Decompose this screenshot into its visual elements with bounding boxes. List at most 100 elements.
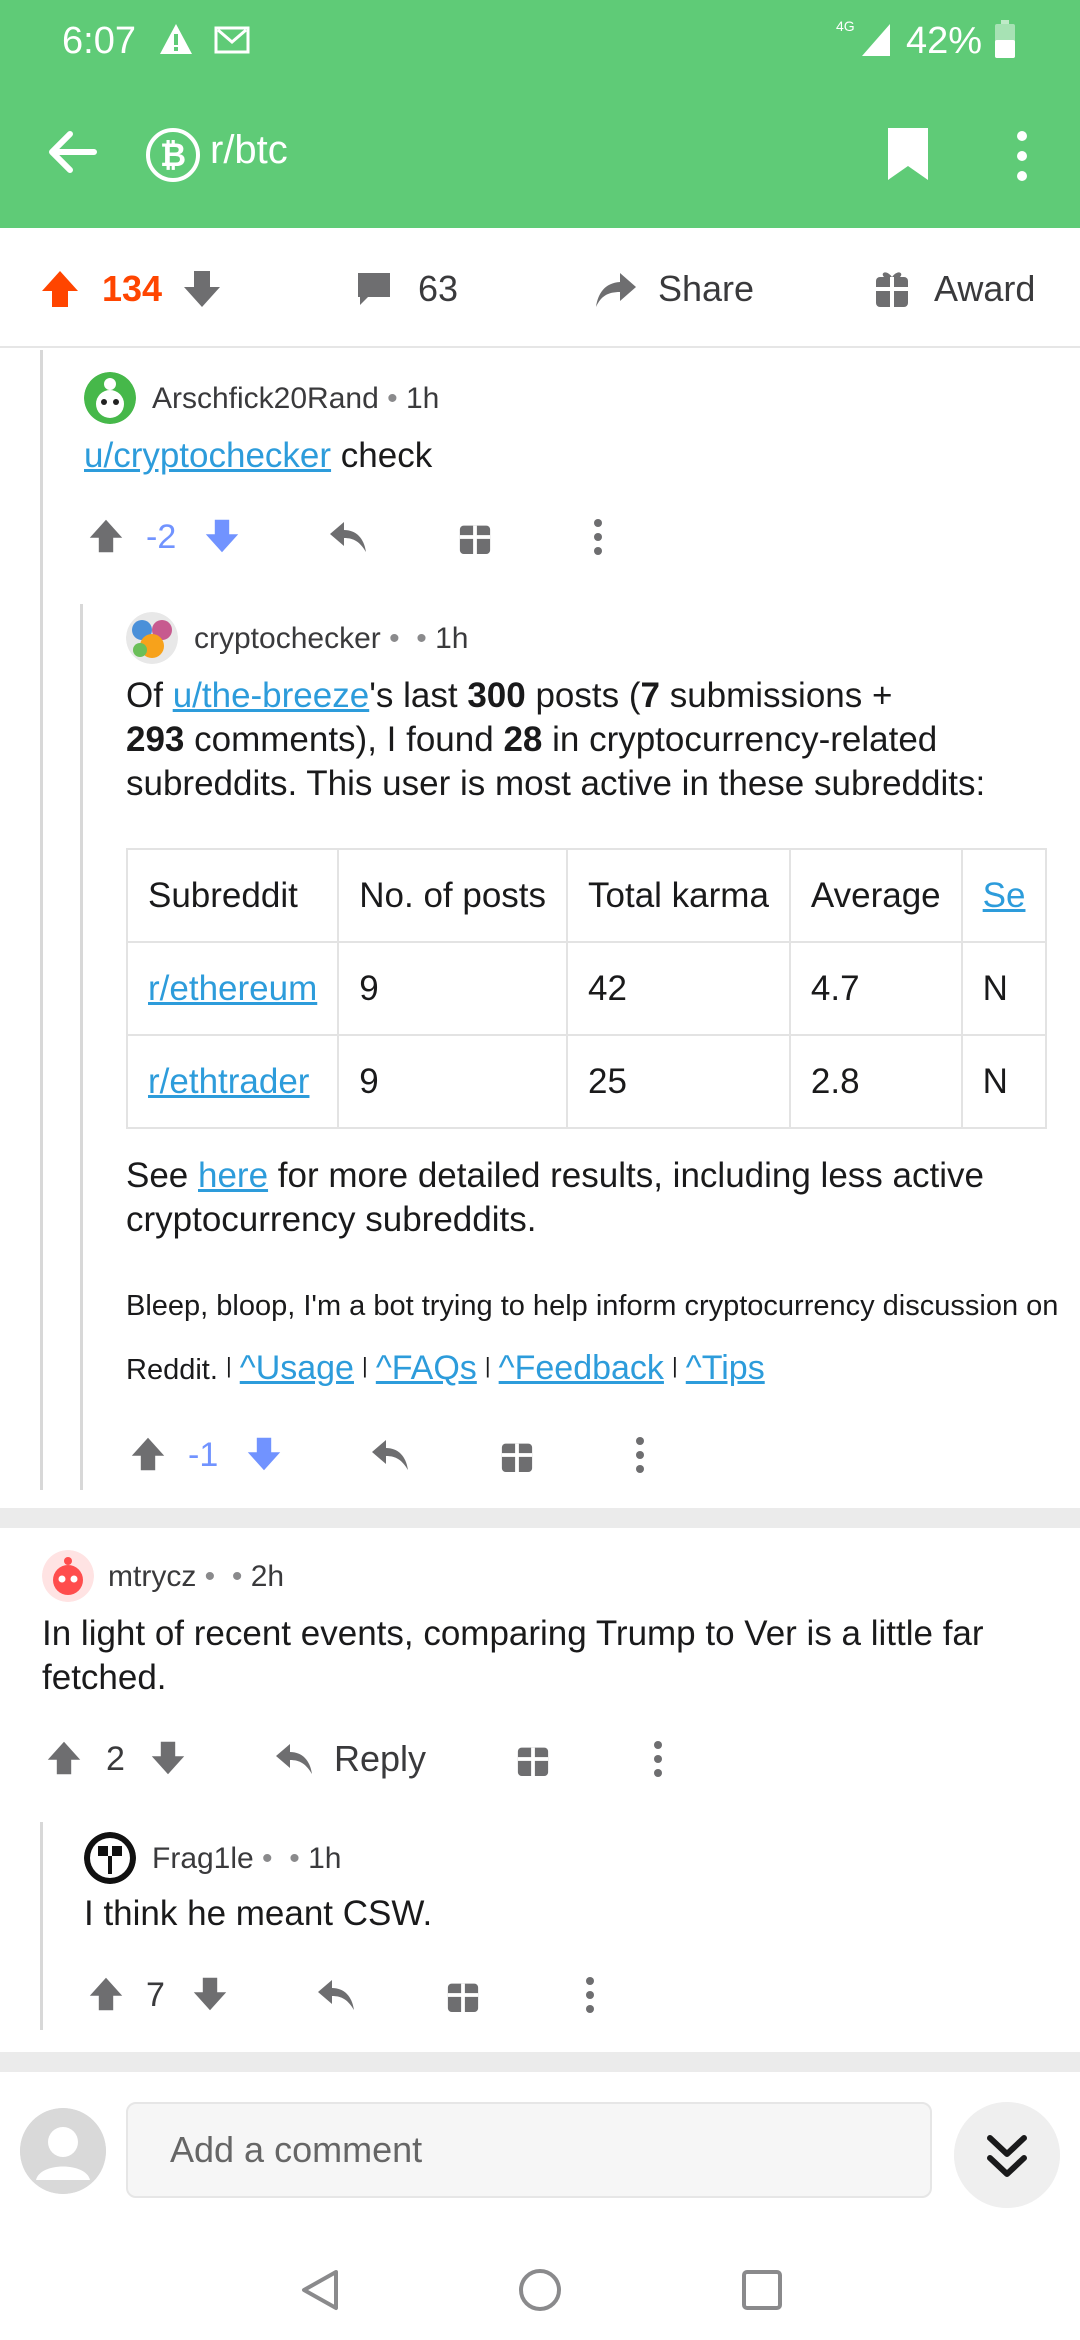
table-cell: 9	[337, 941, 569, 1036]
post-vote-group: 134	[40, 264, 222, 314]
upvote-icon[interactable]	[130, 1436, 166, 1472]
feedback-link[interactable]: ^Feedback	[498, 1349, 664, 1387]
thread-line[interactable]	[80, 604, 83, 1490]
table-cell: 4.7	[788, 941, 963, 1036]
table-cell: 25	[566, 1034, 791, 1129]
gift-icon[interactable]	[446, 1976, 480, 2014]
thread-line[interactable]	[40, 1822, 43, 2030]
reply-icon[interactable]	[370, 1438, 410, 1472]
user-mention-link[interactable]: u/the-breeze	[172, 676, 370, 715]
comment-score: -1	[188, 1436, 219, 1474]
upvote-icon[interactable]	[88, 518, 124, 554]
downvote-icon[interactable]	[150, 1740, 186, 1776]
body-line: subreddits. This user is most active in …	[126, 764, 986, 803]
more-options-icon[interactable]	[584, 1976, 596, 2014]
warning-icon	[160, 24, 192, 54]
upvote-icon[interactable]	[40, 269, 80, 309]
nav-back-icon[interactable]	[300, 2268, 340, 2312]
share-button[interactable]: Share	[594, 264, 754, 314]
gift-icon[interactable]	[516, 1740, 550, 1778]
gift-icon[interactable]	[500, 1436, 534, 1474]
nav-home-icon[interactable]	[518, 2268, 562, 2312]
comment-actions: -2	[84, 512, 644, 562]
current-user-avatar[interactable]	[20, 2108, 106, 2194]
reply-icon[interactable]	[328, 520, 368, 554]
comment-bubble-icon	[358, 273, 390, 305]
usage-link[interactable]: ^Usage	[239, 1349, 354, 1387]
comment-actions: 2 Reply	[42, 1734, 682, 1784]
comment-body: u/cryptochecker check	[84, 436, 433, 475]
user-avatar	[42, 1550, 94, 1602]
subreddit-name[interactable]: r/btc	[210, 128, 288, 172]
gift-icon[interactable]	[458, 518, 492, 556]
user-mention-link[interactable]: u/cryptochecker	[84, 436, 332, 475]
upvote-icon[interactable]	[88, 1976, 124, 2012]
thread-line[interactable]	[40, 350, 43, 1490]
table-row: r/ethtrader 9 25 2.8 N	[126, 1034, 1048, 1129]
post-action-bar: 134 63 Share Award	[0, 228, 1080, 348]
comment-author[interactable]: Arschfick20Rand	[152, 382, 379, 415]
table-header: Average	[788, 848, 963, 943]
more-options-icon[interactable]	[634, 1436, 646, 1474]
comment-body: In light of recent events, comparing Tru…	[42, 1612, 1062, 1700]
comment-actions: -1	[126, 1430, 686, 1480]
table-header: No. of posts	[337, 848, 569, 943]
bot-line: Bleep, bloop, I'm a bot trying to help i…	[126, 1290, 1059, 1322]
table-header[interactable]: Se	[960, 848, 1048, 943]
table-row: r/ethereum 9 42 4.7 N	[126, 941, 1048, 1036]
comment-author[interactable]: cryptochecker	[194, 622, 381, 655]
comment-score: 7	[146, 1976, 165, 2014]
bot-disclaimer: Bleep, bloop, I'm a bot trying to help i…	[126, 1276, 1066, 1400]
subreddit-link[interactable]: r/ethereum	[126, 941, 340, 1036]
body-line: fetched.	[42, 1658, 167, 1697]
faqs-link[interactable]: ^FAQs	[375, 1349, 477, 1387]
results-link[interactable]: here	[198, 1156, 269, 1195]
tips-link[interactable]: ^Tips	[685, 1349, 765, 1387]
bot-line: Reddit. | ^Usage | ^FAQs | ^Feedback | ^…	[126, 1349, 765, 1387]
comment-meta: Arschfick20Rand • 1h	[152, 382, 440, 415]
results-table-container[interactable]: Subreddit No. of posts Total karma Avera…	[126, 848, 1060, 1132]
nav-recents-icon[interactable]	[740, 2268, 784, 2312]
body-line: See here for more detailed results, incl…	[126, 1156, 984, 1195]
thread-divider	[0, 1508, 1080, 1528]
comment-composer	[0, 2078, 1080, 2228]
thread-divider	[0, 2052, 1080, 2072]
comment-author[interactable]: mtrycz	[108, 1560, 197, 1593]
award-button[interactable]: Award	[874, 264, 1035, 314]
comment-meta: cryptochecker • • 1h	[194, 622, 469, 655]
downvote-icon[interactable]	[204, 518, 240, 554]
more-options-icon[interactable]	[1010, 128, 1034, 184]
subreddit-link[interactable]: r/ethtrader	[126, 1034, 340, 1129]
comments-count: 63	[418, 268, 459, 309]
reply-icon[interactable]	[316, 1978, 356, 2012]
share-arrow-icon	[596, 273, 636, 307]
reply-label: Reply	[334, 1738, 427, 1779]
downvote-icon[interactable]	[246, 1436, 282, 1472]
comment-time: 2h	[250, 1560, 285, 1593]
system-nav-bar	[0, 2228, 1080, 2340]
comments-count-button[interactable]: 63	[354, 264, 458, 314]
battery-level: 42%	[906, 20, 983, 62]
comment-meta: mtrycz • • 2h	[108, 1560, 285, 1593]
downvote-icon[interactable]	[182, 269, 222, 309]
collapse-threads-icon[interactable]	[954, 2102, 1060, 2208]
status-bar: 6:07 4G 42%	[0, 0, 1080, 80]
back-arrow-icon[interactable]	[44, 124, 100, 180]
user-avatar	[84, 372, 136, 424]
add-comment-input[interactable]	[126, 2102, 932, 2198]
comment-body: I think he meant CSW.	[84, 1894, 433, 1933]
table-cell: N	[960, 941, 1048, 1036]
comment-score: 2	[106, 1740, 125, 1778]
table-cell: 9	[337, 1034, 569, 1129]
more-options-icon[interactable]	[592, 518, 604, 556]
network-type: 4G	[836, 18, 855, 34]
comment-author[interactable]: Frag1le	[152, 1842, 254, 1875]
bookmark-icon[interactable]	[886, 126, 930, 182]
downvote-icon[interactable]	[192, 1976, 228, 2012]
share-label: Share	[658, 268, 755, 309]
subreddit-icon: ₿	[146, 128, 200, 182]
body-line: cryptocurrency subreddits.	[126, 1200, 537, 1239]
more-options-icon[interactable]	[652, 1740, 664, 1778]
upvote-icon[interactable]	[46, 1740, 82, 1776]
comment-body: Of u/the-breeze's last 300 posts (7 subm…	[126, 674, 1066, 806]
